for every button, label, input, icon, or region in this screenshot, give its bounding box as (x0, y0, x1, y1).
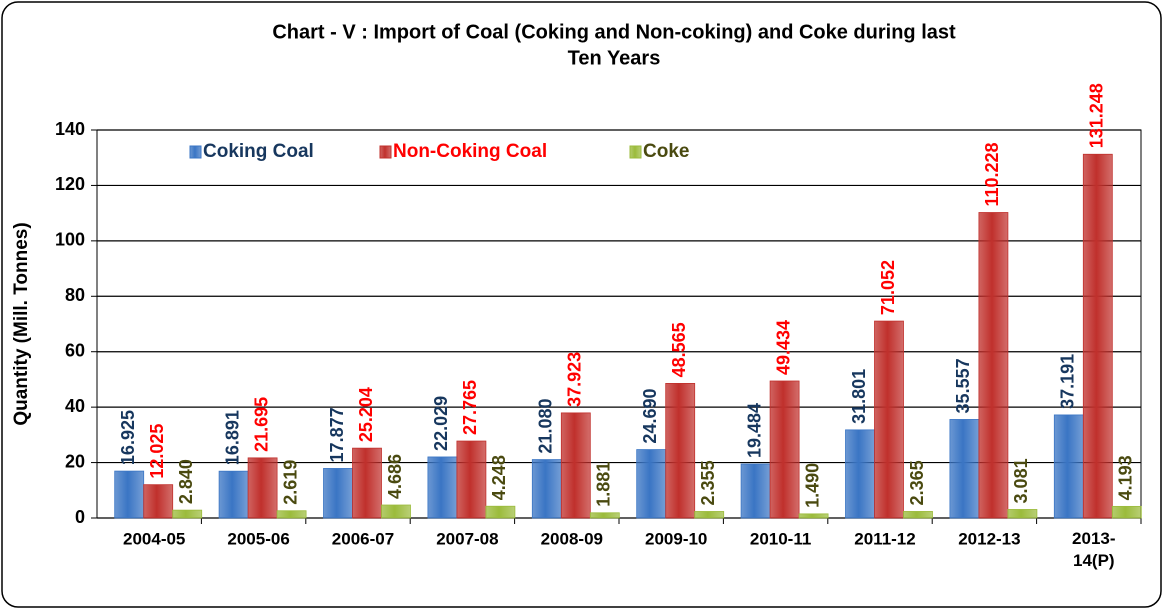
bar (740, 463, 771, 519)
bar (276, 510, 307, 519)
bar (1007, 509, 1038, 519)
value-label: 4.686 (385, 454, 405, 499)
value-label: 2.365 (907, 460, 927, 505)
value-label: 3.081 (1011, 458, 1031, 503)
bar (531, 459, 562, 519)
bar (978, 212, 1009, 519)
bar (172, 509, 203, 519)
value-label: 16.925 (118, 410, 138, 465)
y-tick-label: 0 (75, 507, 85, 527)
bar (1111, 505, 1142, 519)
bar (352, 447, 382, 519)
bar (589, 512, 620, 519)
value-label: 48.565 (669, 322, 689, 377)
value-label: 35.557 (953, 358, 973, 413)
chart-title: Ten Years (568, 47, 661, 69)
value-label: 131.248 (1087, 83, 1107, 148)
value-label: 21.080 (536, 399, 556, 454)
bar (1053, 414, 1084, 519)
y-tick-label: 140 (55, 119, 85, 139)
bar (874, 320, 904, 519)
value-label: 71.052 (878, 260, 898, 315)
value-label: 12.025 (147, 424, 167, 479)
value-label: 17.877 (327, 407, 347, 462)
bar (114, 470, 145, 519)
value-label: 37.191 (1058, 354, 1078, 409)
value-label: 16.891 (222, 410, 242, 465)
legend-swatch (189, 145, 202, 159)
y-tick-label: 80 (65, 285, 85, 305)
bar (485, 505, 516, 519)
y-tick-label: 40 (65, 396, 85, 416)
y-tick-label: 60 (65, 340, 85, 360)
value-label: 1.490 (802, 463, 822, 508)
x-tick-label: 2012-13 (958, 529, 1020, 548)
x-tick-label: 2011-12 (854, 529, 915, 548)
value-label: 4.193 (1116, 455, 1136, 500)
bar (323, 468, 353, 519)
bar (949, 419, 980, 519)
legend-label: Coking Coal (203, 141, 314, 162)
legend-label: Non-Coking Coal (393, 141, 547, 162)
value-label: 2.619 (280, 460, 300, 505)
bar (218, 470, 249, 519)
x-tick-label: 2009-10 (645, 529, 707, 548)
bar (636, 449, 667, 519)
y-tick-label: 100 (55, 230, 85, 250)
y-tick-label: 120 (55, 174, 85, 194)
value-label: 110.228 (982, 142, 1002, 206)
bar (845, 429, 875, 519)
value-label: 2.840 (176, 459, 196, 504)
value-label: 22.029 (431, 396, 451, 451)
bar (1082, 153, 1113, 519)
value-label: 31.801 (849, 369, 869, 424)
x-tick-label: 2006-07 (332, 529, 394, 548)
bar (381, 504, 411, 519)
value-label: 27.765 (460, 380, 480, 435)
x-tick-label: 2005-06 (227, 529, 289, 548)
value-label: 21.695 (251, 397, 271, 452)
legend-swatch (629, 145, 642, 159)
bar (247, 457, 278, 519)
chart-title: Chart - V : Import of Coal (Coking and N… (272, 21, 956, 43)
value-label: 4.248 (489, 455, 509, 500)
x-tick-label: 2004-05 (123, 529, 185, 548)
value-label: 37.923 (565, 352, 585, 407)
bar (665, 383, 696, 519)
x-tick-label: 2013-14(P) (1072, 529, 1115, 570)
bar (427, 456, 458, 519)
x-tick-label: 2007-08 (436, 529, 498, 548)
bar (456, 440, 487, 519)
value-label: 49.434 (773, 320, 793, 375)
bar (903, 511, 933, 519)
x-tick-label: 2010-11 (750, 529, 811, 548)
legend-swatch (379, 145, 392, 159)
y-axis-label: Quantity (Mill. Tonnes) (11, 222, 32, 425)
value-label: 1.881 (594, 462, 614, 507)
value-label: 24.690 (640, 389, 660, 444)
legend-label: Coke (643, 141, 689, 162)
value-label: 19.484 (744, 403, 764, 458)
bar (560, 412, 591, 519)
y-tick-label: 20 (65, 451, 85, 471)
value-label: 2.355 (698, 460, 718, 505)
bar (694, 511, 725, 519)
x-tick-label: 2008-09 (541, 529, 603, 548)
bar (143, 484, 174, 519)
value-label: 25.204 (356, 387, 376, 442)
bar (769, 380, 800, 519)
bar (798, 513, 829, 519)
